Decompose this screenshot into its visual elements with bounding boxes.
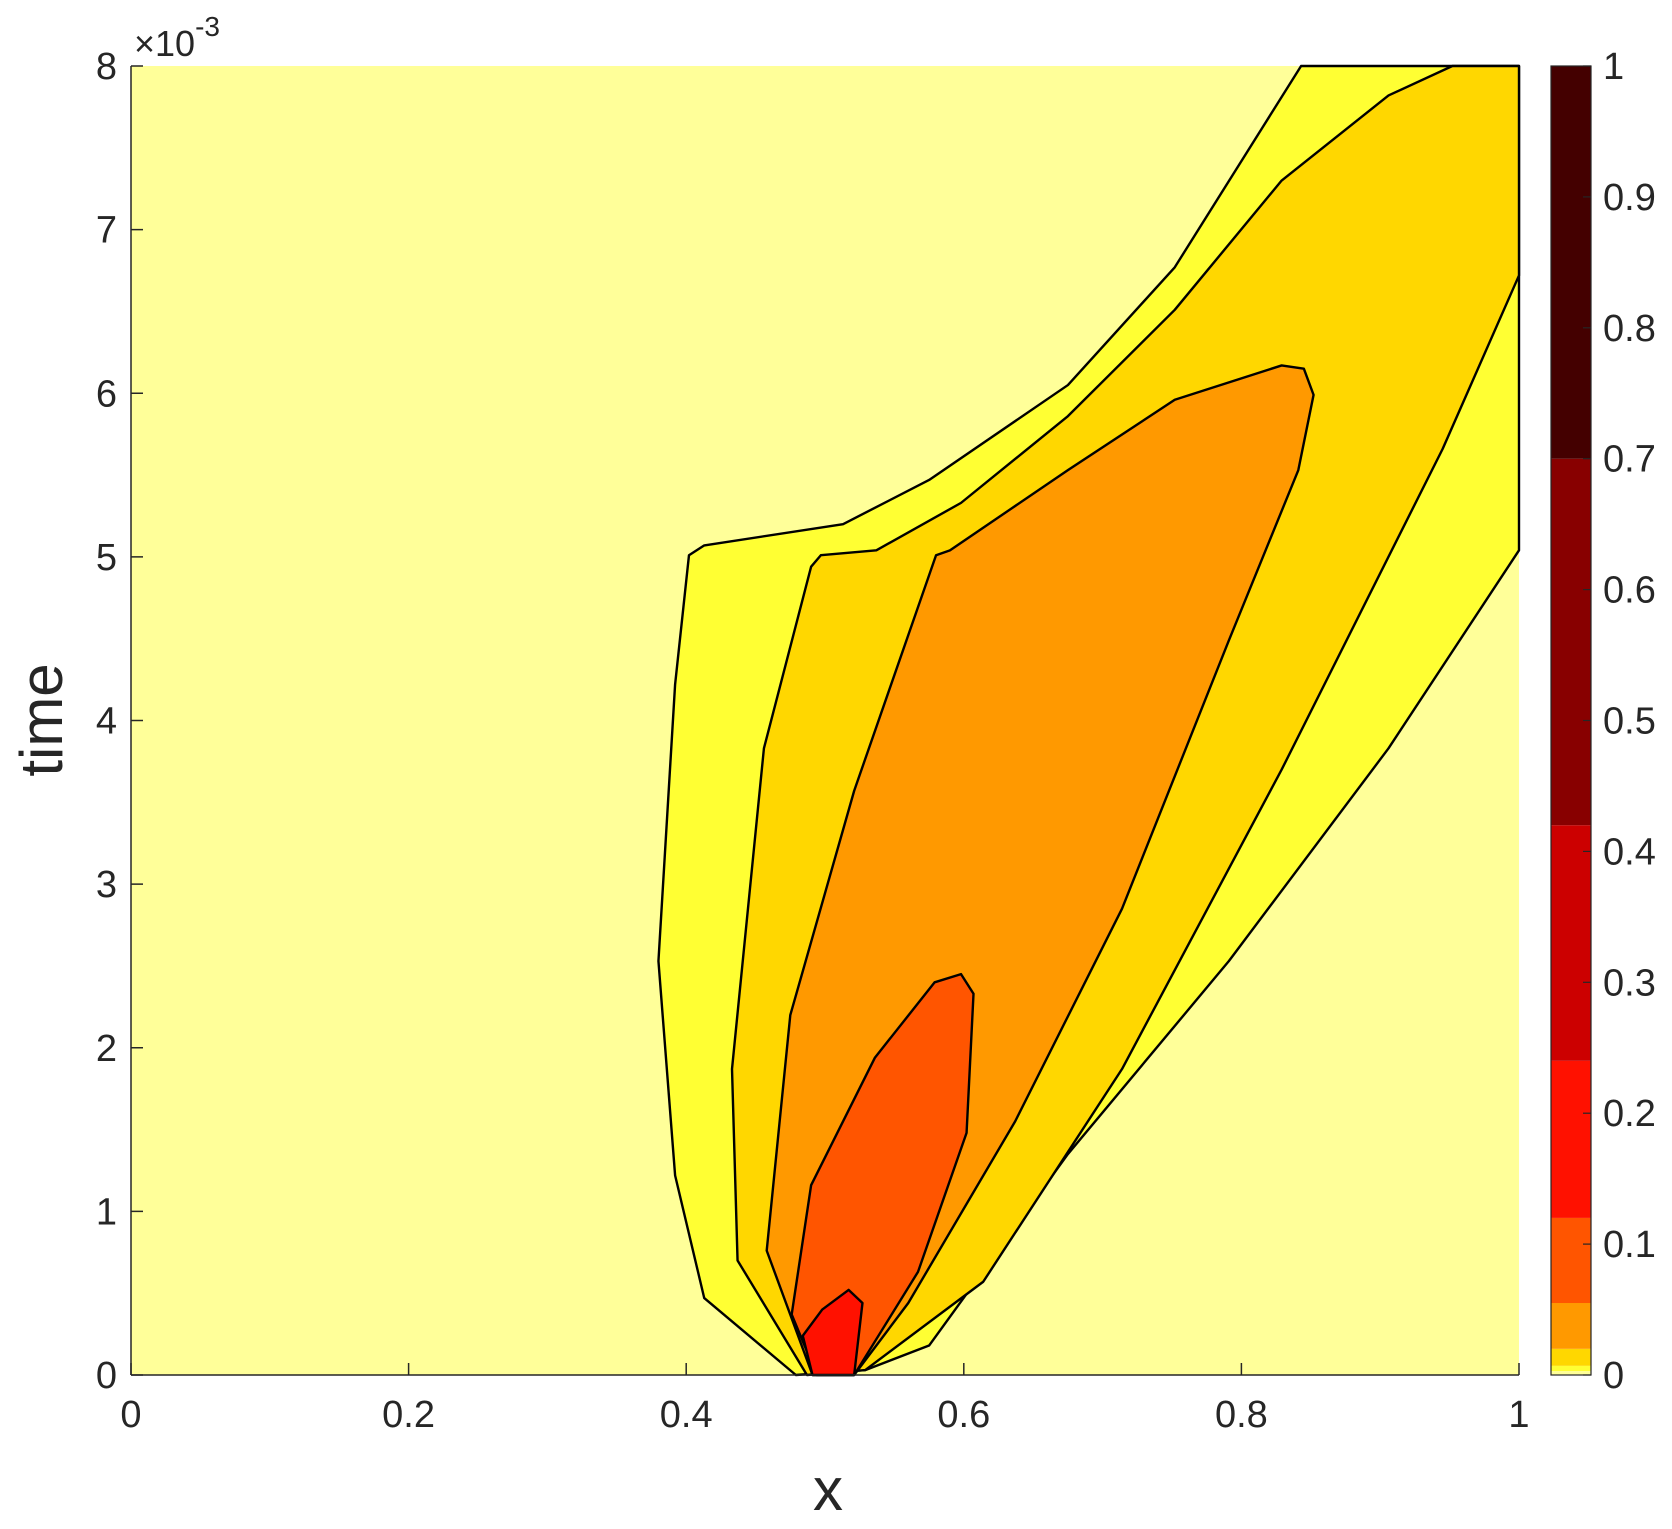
colorbar-tick-label: 0.6 [1603,570,1656,612]
x-tick-label: 0.8 [1215,1394,1268,1436]
colorbar-segment [1551,825,1591,1061]
colorbar-tick-label: 0.4 [1603,831,1656,873]
colorbar-segment [1551,1217,1591,1304]
colorbar-segment [1551,66,1591,459]
colorbar-tick-label: 0.5 [1603,701,1656,743]
y-tick-label: 3 [96,864,117,906]
contour-region [790,972,975,1377]
y-tick-label: 7 [96,210,117,252]
colorbar-tick-label: 0.3 [1603,962,1656,1004]
colorbar-tick-label: 1 [1603,46,1624,88]
y-multiplier-base: ×10 [134,23,195,64]
colorbar-segment [1551,1060,1591,1218]
colorbar-tick-label: 0.2 [1603,1093,1656,1135]
x-axis-label: x [813,1456,843,1523]
colorbar-tick-label: 0.7 [1603,439,1656,481]
y-tick-label: 2 [96,1028,117,1070]
x-tick-label: 0.2 [382,1394,435,1436]
y-tick-label: 0 [96,1355,117,1397]
y-multiplier-exponent: -3 [195,11,220,42]
colorbar-segment [1551,1371,1591,1375]
colorbar-segment [1551,1303,1591,1349]
x-tick-label: 0.6 [937,1394,990,1436]
y-tick-label: 5 [96,537,117,579]
y-tick-label: 1 [96,1191,117,1233]
colorbar-segment [1551,1348,1591,1366]
colorbar-tick-label: 0 [1603,1355,1624,1397]
colorbar-segment [1551,1365,1591,1372]
y-tick-label: 6 [96,373,117,415]
y-multiplier: ×10-3 [134,11,220,64]
colorbar-tick-label: 0.9 [1603,177,1656,219]
colorbar-segment [1551,458,1591,826]
y-tick-label: 8 [96,46,117,88]
x-tick-label: 0 [120,1394,141,1436]
x-tick-label: 1 [1508,1394,1529,1436]
colorbar-tick-label: 0.8 [1603,308,1656,350]
y-tick-label: 4 [96,701,117,743]
x-tick-label: 0.4 [660,1394,713,1436]
y-axis-label: time [8,663,75,776]
colorbar-tick-label: 0.1 [1603,1224,1656,1266]
